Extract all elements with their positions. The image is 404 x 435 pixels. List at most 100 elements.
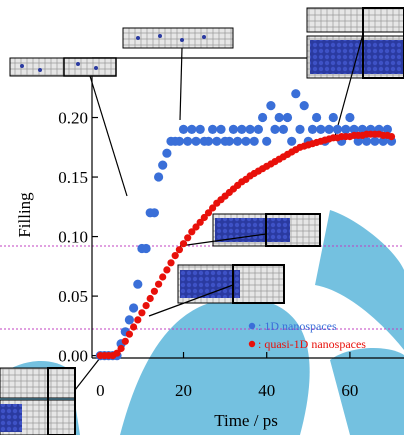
- data-point: [200, 213, 208, 222]
- data-point: [353, 136, 363, 146]
- x-tick-label: 20: [175, 381, 192, 400]
- data-point: [149, 208, 159, 218]
- data-point: [241, 136, 251, 146]
- y-tick-label: 0.00: [58, 347, 88, 366]
- data-point: [282, 112, 293, 123]
- data-point: [141, 243, 151, 254]
- legend-label-quasi-1d: : quasi-1D nanospaces: [258, 337, 366, 351]
- data-point: [175, 246, 183, 254]
- data-point: [212, 136, 222, 146]
- data-point: [117, 344, 125, 353]
- x-axis-title: Time / ps: [214, 411, 278, 430]
- watermark-stroke-1: [120, 298, 310, 435]
- data-point: [163, 266, 171, 274]
- inset-tube-bottom-left: [0, 357, 101, 435]
- y-tick-label: 0.15: [58, 168, 88, 187]
- x-tick-label: 40: [258, 381, 275, 400]
- data-point: [184, 234, 192, 242]
- y-axis-ticks: 0.00 0.05 0.10 0.15 0.20: [58, 109, 98, 366]
- data-point: [154, 172, 164, 182]
- data-point: [258, 112, 268, 123]
- data-point: [195, 124, 205, 134]
- data-point: [324, 124, 334, 134]
- data-point: [270, 124, 280, 134]
- data-point: [162, 148, 172, 158]
- y-tick-label: 0.10: [58, 228, 88, 247]
- data-point: [245, 124, 255, 134]
- data-point: [287, 136, 297, 146]
- data-point: [216, 124, 226, 134]
- watermark-stroke-2: [315, 210, 404, 350]
- series-quasi-1d-nanospaces: [96, 130, 396, 360]
- chart-legend: : 1D nanospaces : quasi-1D nanospaces: [248, 319, 366, 351]
- data-point: [307, 124, 318, 134]
- data-point: [188, 228, 196, 236]
- data-point: [121, 337, 129, 345]
- data-point: [316, 124, 326, 134]
- data-point: [274, 112, 284, 123]
- x-axis-ticks: 0 20 40 60: [96, 352, 358, 400]
- data-point: [158, 160, 168, 170]
- data-point: [208, 124, 218, 134]
- inset-tube-lower: [148, 264, 285, 317]
- data-point: [362, 136, 372, 146]
- data-point: [224, 136, 234, 146]
- data-point: [345, 112, 355, 123]
- series-points: [95, 89, 397, 361]
- data-point: [113, 349, 121, 357]
- inset-tube-small-2: [122, 27, 234, 121]
- data-point: [174, 136, 184, 146]
- data-point: [155, 280, 163, 288]
- y-tick-label: 0.05: [58, 287, 88, 306]
- data-point: [228, 124, 238, 134]
- data-point: [130, 323, 138, 331]
- data-point: [253, 124, 263, 134]
- data-point: [171, 252, 179, 260]
- inset-tube-small-1: [9, 57, 128, 197]
- data-point: [138, 309, 146, 317]
- data-point: [150, 287, 158, 295]
- legend-marker-quasi-1d: [248, 340, 256, 348]
- data-point: [370, 136, 380, 146]
- legend-label-1d: : 1D nanospaces: [258, 319, 337, 333]
- data-point: [299, 101, 309, 111]
- data-point: [191, 136, 201, 146]
- data-point: [167, 259, 175, 267]
- data-point: [203, 136, 214, 146]
- data-point: [142, 302, 150, 310]
- data-point: [204, 209, 213, 217]
- data-point: [266, 101, 276, 111]
- data-point: [278, 124, 288, 134]
- data-point: [209, 204, 217, 212]
- x-tick-label: 0: [96, 381, 105, 400]
- data-point: [382, 124, 392, 134]
- data-point: [328, 112, 338, 123]
- data-point: [196, 218, 204, 226]
- data-point: [312, 112, 322, 123]
- data-point: [192, 223, 200, 231]
- data-point: [332, 124, 342, 134]
- inset-tube-top-right: [306, 7, 404, 141]
- data-point: [233, 136, 243, 146]
- data-point: [249, 136, 259, 146]
- legend-marker-1d: [248, 322, 256, 330]
- inset-images: [0, 7, 404, 435]
- y-tick-label: 0.20: [58, 109, 88, 128]
- y-axis-title: Filling: [15, 192, 34, 238]
- watermark-stroke-3: [330, 348, 404, 435]
- data-point: [262, 136, 272, 146]
- data-point: [146, 294, 154, 303]
- data-point: [129, 303, 139, 313]
- series-1d-nanospaces: [95, 89, 397, 361]
- data-point: [349, 124, 359, 134]
- data-point: [378, 136, 388, 146]
- data-point: [179, 240, 188, 248]
- inset-tube-middle: [179, 213, 321, 247]
- x-tick-label: 60: [341, 381, 358, 400]
- data-point: [124, 315, 134, 325]
- data-point: [341, 124, 351, 134]
- data-point: [291, 89, 301, 99]
- data-point: [387, 133, 396, 141]
- data-point: [237, 124, 247, 134]
